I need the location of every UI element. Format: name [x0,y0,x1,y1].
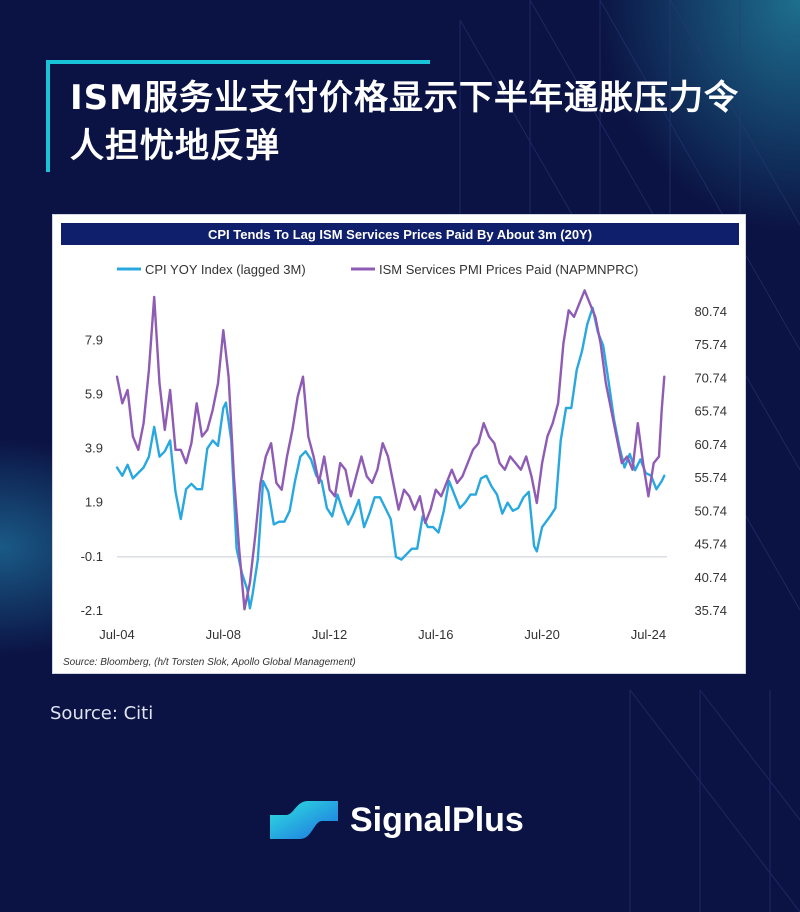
chart-title-bar [61,223,739,245]
y-right-tick-label: 40.74 [694,570,727,585]
line-chart: CPI Tends To Lag ISM Services Prices Pai… [61,223,739,668]
y-right-tick-label: 75.74 [694,337,727,352]
chart-card: CPI Tends To Lag ISM Services Prices Pai… [52,214,746,674]
y-right-tick-label: 35.74 [694,603,727,618]
legend-ism-label: ISM Services PMI Prices Paid (NAPMNPRC) [379,262,638,277]
x-tick-label: Jul-16 [418,627,453,642]
signalplus-logo-icon [270,801,338,839]
x-tick-label: Jul-08 [206,627,241,642]
chart-source-note: Source: Bloomberg, (h/t Torsten Slok, Ap… [63,657,356,668]
x-tick-label: Jul-04 [99,627,134,642]
source-caption: Source: Citi [50,703,154,724]
y-left-tick-label: -2.1 [81,603,103,618]
y-right-tick-label: 50.74 [694,503,727,518]
x-tick-label: Jul-24 [631,627,666,642]
y-left-tick-label: 3.9 [85,441,103,456]
legend-cpi-label: CPI YOY Index (lagged 3M) [145,262,306,277]
page-title: ISM服务业支付价格显示下半年通胀压力令人担忧地反弹 [70,78,739,166]
y-right-tick-label: 65.74 [694,404,727,419]
cpi-series-line [115,306,666,610]
chart-title: CPI Tends To Lag ISM Services Prices Pai… [208,227,592,242]
y-right-tick-label: 80.74 [694,304,727,319]
y-left-tick-label: 1.9 [85,495,103,510]
y-right-tick-label: 45.74 [694,537,727,552]
y-right-tick-label: 70.74 [694,370,727,385]
x-tick-label: Jul-12 [312,627,347,642]
y-right-tick-label: 55.74 [694,470,727,485]
ism-series-line [115,289,666,611]
brand-footer: SignalPlus [268,795,568,845]
y-right-tick-label: 60.74 [694,437,727,452]
x-tick-label: Jul-20 [524,627,559,642]
title-accent-bracket [46,60,430,172]
y-left-tick-label: 5.9 [85,386,103,401]
plot-area: -2.1 -0.1 1.9 3.9 5.9 7.9 35.74 40.74 45.74 50.74… [81,289,727,642]
brand-name: SignalPlus [350,801,524,839]
y-left-tick-label: -0.1 [81,549,103,564]
y-left-tick-label: 7.9 [85,332,103,347]
